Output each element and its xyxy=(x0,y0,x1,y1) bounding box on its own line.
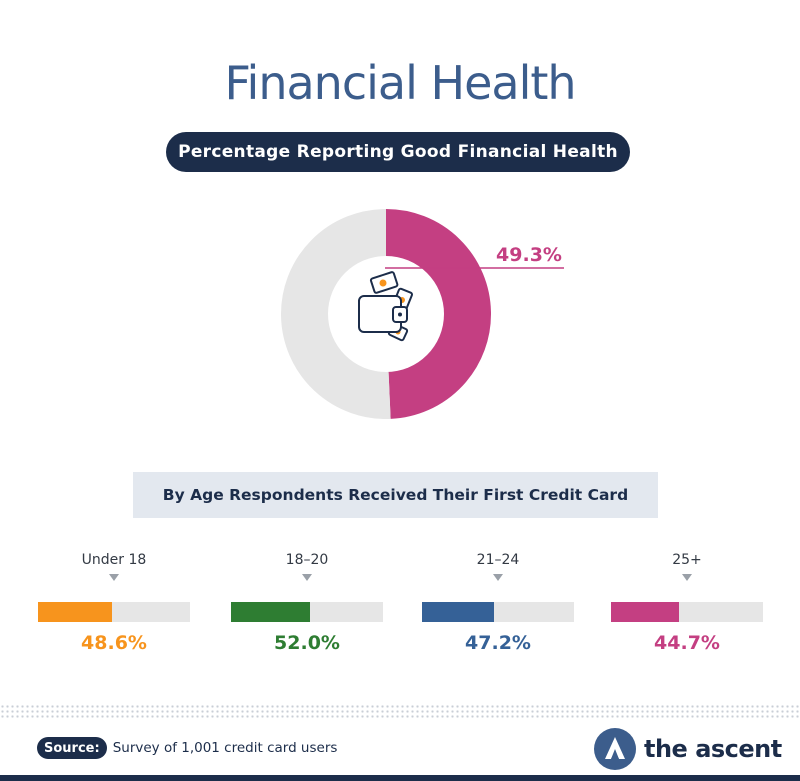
caret-down-icon xyxy=(493,574,503,581)
bar-track xyxy=(231,602,383,622)
bar-category-label: 25+ xyxy=(672,552,702,568)
chart-subtitle: Percentage Reporting Good Financial Heal… xyxy=(178,142,618,162)
bar-category-label: 21–24 xyxy=(476,552,520,568)
bar-group-21-24: 21–24 47.2% xyxy=(422,552,574,654)
wallet-money-icon xyxy=(358,271,414,342)
bar-category-label: Under 18 xyxy=(81,552,147,568)
ascent-logo-icon xyxy=(594,728,636,770)
bar-value-label: 47.2% xyxy=(465,632,531,654)
section-title-box: By Age Respondents Received Their First … xyxy=(133,472,658,518)
bottom-bar xyxy=(0,775,800,781)
bar-fill xyxy=(422,602,494,622)
donut-slice-1 xyxy=(281,209,391,419)
source-line: Source: Survey of 1,001 credit card user… xyxy=(37,737,337,759)
bar-track xyxy=(422,602,574,622)
caret-down-icon xyxy=(109,574,119,581)
caret-down-icon xyxy=(682,574,692,581)
caret-down-icon xyxy=(302,574,312,581)
chart-subtitle-pill: Percentage Reporting Good Financial Heal… xyxy=(166,132,630,172)
bar-fill xyxy=(231,602,311,622)
donut-slice-0 xyxy=(385,209,491,419)
donut-value-label: 49.3% xyxy=(496,244,562,266)
bar-track xyxy=(611,602,763,622)
bar-track xyxy=(38,602,190,622)
bar-group-18-20: 18–20 52.0% xyxy=(231,552,383,654)
source-text: Survey of 1,001 credit card users xyxy=(112,740,338,756)
donut-slices xyxy=(281,209,491,419)
bar-group-under-18: Under 18 48.6% xyxy=(38,552,190,654)
brand-name: the ascent xyxy=(644,735,782,763)
page-title: Financial Health xyxy=(224,56,576,110)
bar-value-label: 44.7% xyxy=(654,632,720,654)
section-title: By Age Respondents Received Their First … xyxy=(162,486,629,504)
brand: the ascent xyxy=(594,728,782,770)
bar-category-label: 18–20 xyxy=(285,552,329,568)
bar-value-label: 52.0% xyxy=(274,632,340,654)
bar-fill xyxy=(38,602,112,622)
bar-group-25-plus: 25+ 44.7% xyxy=(611,552,763,654)
dotted-divider xyxy=(0,704,800,720)
bar-value-label: 48.6% xyxy=(81,632,147,654)
source-label: Source: xyxy=(37,737,107,759)
bar-fill xyxy=(611,602,679,622)
